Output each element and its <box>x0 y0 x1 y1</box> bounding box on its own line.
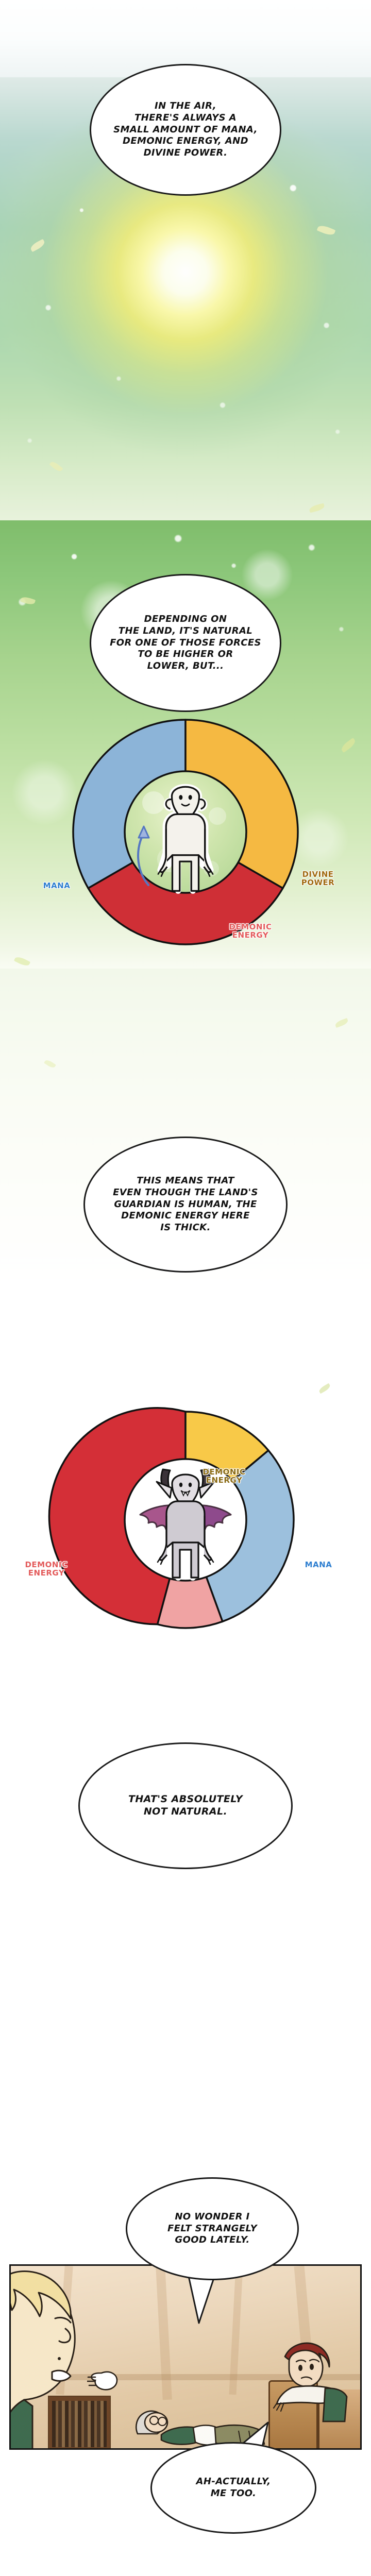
chart-human-land: MANA DIVINE POWER DEMONIC ENERGY <box>15 719 356 969</box>
character-blond <box>11 2270 110 2448</box>
speech-bubble-redhead: AH-ACTUALLY, ME TOO. <box>150 2442 316 2534</box>
speech-bubble-narration-3: THIS MEANS THAT EVEN THOUGH THE LAND'S G… <box>83 1137 288 1273</box>
energy-flow-arrow-icon <box>137 825 150 886</box>
speech-bubble-text: NO WONDER I FELT STRANGELY GOOD LATELY. <box>167 2211 258 2246</box>
scene-panel-tavern <box>9 2264 362 2450</box>
speech-bubble-blond: NO WONDER I FELT STRANGELY GOOD LATELY. <box>126 2177 299 2280</box>
redhead-eye <box>298 2365 302 2371</box>
blond-collar <box>11 2399 33 2448</box>
redhead-face <box>288 2349 324 2387</box>
blond-hair <box>11 2270 72 2319</box>
speech-bubble-text: AH-ACTUALLY, ME TOO. <box>196 2476 271 2499</box>
demon-ear-right <box>198 1481 215 1499</box>
chart-this-land: DEMONIC ENERGY DEMONIC ENERGY MANA <box>22 1391 349 1649</box>
redhead-arms <box>276 2385 334 2405</box>
sleeper-face <box>144 2412 168 2433</box>
sigh-puff-cloud-icon <box>86 2369 120 2393</box>
human-figure <box>157 784 214 894</box>
character-sleeping <box>132 2399 287 2448</box>
character-red-haired <box>258 2339 356 2448</box>
speech-bubble-narration-2: DEPENDING ON THE LAND, IT'S NATURAL FOR … <box>90 574 281 712</box>
speech-bubble-text: IN THE AIR, THERE'S ALWAYS A SMALL AMOUN… <box>113 100 258 158</box>
speech-bubble-narration-4: THAT'S ABSOLUTELY NOT NATURAL. <box>78 1742 293 1869</box>
blond-eyebrow <box>54 2316 72 2324</box>
speech-bubble-text: DEPENDING ON THE LAND, IT'S NATURAL FOR … <box>110 614 261 671</box>
redhead-fingers <box>273 2401 285 2412</box>
pie-chart-human-land <box>72 719 299 945</box>
redhead-eyebrows <box>295 2359 320 2363</box>
pie-chart-this-land <box>48 1407 295 1629</box>
demon-ear-left <box>156 1481 173 1499</box>
speech-bubble-text: THAT'S ABSOLUTELY NOT NATURAL. <box>128 1793 243 1817</box>
speech-bubble-text: THIS MEANS THAT EVEN THOUGH THE LAND'S G… <box>113 1175 258 1233</box>
book-row <box>52 2401 107 2447</box>
speech-bubble-narration-1: IN THE AIR, THERE'S ALWAYS A SMALL AMOUN… <box>90 64 281 196</box>
demon-figure <box>138 1467 233 1581</box>
blond-eye <box>58 2328 72 2344</box>
blond-nose-mark <box>58 2357 61 2360</box>
redhead-eye <box>310 2364 314 2370</box>
redhead-mouth <box>300 2376 313 2380</box>
redhead-cloak <box>322 2387 348 2422</box>
blond-mouth <box>51 2369 72 2382</box>
sleeper-glasses-icon <box>157 2416 167 2427</box>
